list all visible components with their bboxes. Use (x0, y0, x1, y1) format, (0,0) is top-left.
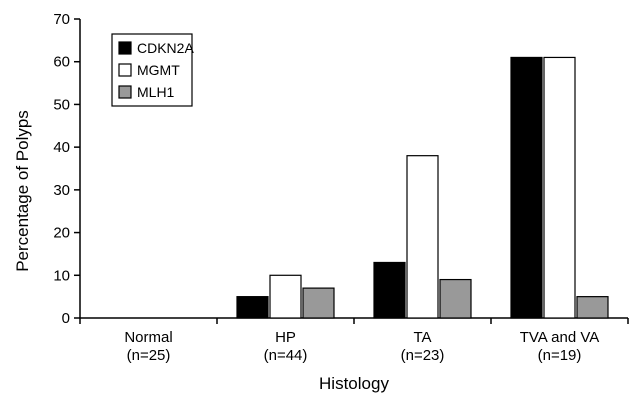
y-axis-title: Percentage of Polyps (13, 110, 32, 272)
y-tick-label: 0 (62, 310, 70, 327)
x-category-count: (n=44) (264, 347, 308, 364)
bar-cdkn2a (236, 296, 269, 319)
y-axis: 0 10 20 30 40 50 60 70 (53, 11, 81, 327)
bar-mgmt (543, 56, 576, 319)
legend-label: MGMT (137, 62, 180, 78)
legend-label: CDKN2A (137, 40, 194, 56)
y-tick-label: 40 (53, 139, 70, 156)
bar-mlh1 (302, 287, 335, 319)
legend-swatch (118, 41, 132, 55)
y-tick-label: 10 (53, 267, 70, 284)
bar-mlh1 (439, 278, 472, 319)
bar-cdkn2a (373, 261, 406, 319)
x-category-count: (n=25) (127, 347, 171, 364)
legend-label: MLH1 (137, 84, 175, 100)
x-axis-title: Histology (319, 374, 389, 393)
y-tick-label: 70 (53, 11, 70, 28)
x-category-label: Normal (124, 329, 172, 346)
bar-mlh1 (576, 296, 609, 319)
y-tick-label: 30 (53, 182, 70, 199)
x-category-label: TVA and VA (520, 329, 600, 346)
legend-swatch (118, 85, 132, 99)
bar-cdkn2a (510, 56, 543, 319)
bars (236, 56, 609, 319)
bar-mgmt (406, 155, 439, 319)
x-category-count: (n=19) (538, 347, 582, 364)
legend: CDKN2A MGMT MLH1 (111, 33, 194, 107)
y-tick-label: 50 (53, 96, 70, 113)
bar-mgmt (269, 274, 302, 319)
x-category-label: HP (275, 329, 296, 346)
x-category-count: (n=23) (401, 347, 445, 364)
x-axis: Normal(n=25) HP(n=44) TA(n=23) TVA and VA(n… (79, 317, 629, 364)
y-tick-label: 60 (53, 54, 70, 71)
legend-swatch (118, 63, 132, 77)
y-tick-label: 20 (53, 225, 70, 242)
x-category-label: TA (413, 329, 431, 346)
